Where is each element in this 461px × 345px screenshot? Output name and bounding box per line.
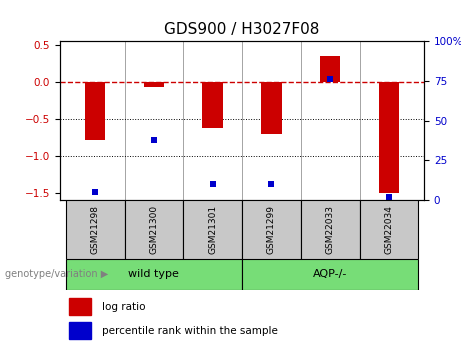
Bar [69,298,91,315]
Title: GDS900 / H3027F08: GDS900 / H3027F08 [164,22,320,38]
Text: GSM21300: GSM21300 [149,205,159,254]
Text: GSM21298: GSM21298 [91,205,100,254]
Text: AQP-/-: AQP-/- [313,269,347,279]
Bar [242,200,301,259]
Bar [360,200,418,259]
Text: GSM21299: GSM21299 [267,205,276,254]
Text: percentile rank within the sample: percentile rank within the sample [102,326,278,336]
Bar [301,200,360,259]
Text: GSM22034: GSM22034 [384,205,393,254]
Bar [66,200,124,259]
Text: GSM21301: GSM21301 [208,205,217,254]
Bar [378,82,399,193]
Text: genotype/variation ▶: genotype/variation ▶ [5,269,108,279]
Text: GSM22033: GSM22033 [325,205,335,254]
Bar [85,82,106,140]
Bar [124,200,183,259]
Bar [242,259,418,290]
Bar [261,82,282,134]
Bar [183,200,242,259]
Text: log ratio: log ratio [102,302,145,312]
Bar [202,82,223,128]
Bar [144,82,164,87]
Bar [66,259,242,290]
Bar [320,56,340,82]
Bar [69,322,91,339]
Text: wild type: wild type [129,269,179,279]
